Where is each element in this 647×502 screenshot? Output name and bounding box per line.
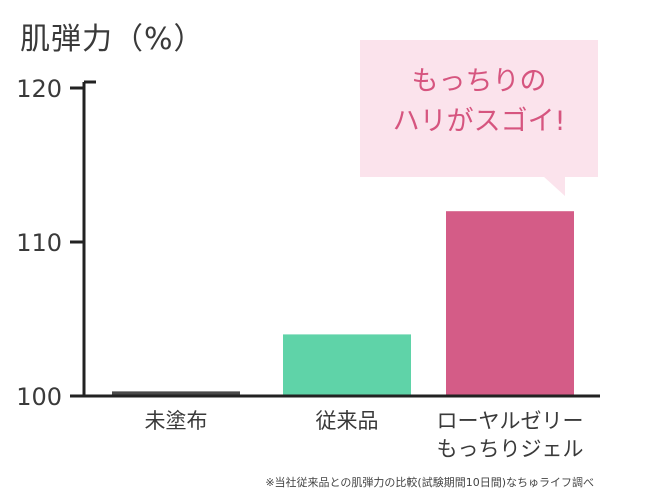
- footnote: ※当社従来品との肌弾力の比較(試験期間10日間)なちゅライフ調べ: [265, 476, 594, 489]
- y-tick-label-110: 110: [16, 229, 62, 257]
- category-label-1: 未塗布: [145, 409, 208, 433]
- callout-bubble: [360, 40, 598, 177]
- y-axis-label: 肌弾力（%）: [20, 22, 205, 57]
- bar-1: [112, 391, 240, 396]
- callout-text: もっちりの ハリがスゴイ!: [392, 66, 566, 137]
- y-tick-label-100: 100: [16, 383, 62, 411]
- y-tick-label-120: 120: [16, 75, 62, 103]
- callout-tail: [543, 176, 565, 196]
- bar-2: [283, 334, 411, 396]
- category-label-2: 従来品: [316, 409, 379, 433]
- category-label-3: もっちりジェル: [437, 437, 584, 461]
- bar-3: [446, 211, 574, 396]
- category-label-3: ローヤルゼリー: [437, 409, 584, 433]
